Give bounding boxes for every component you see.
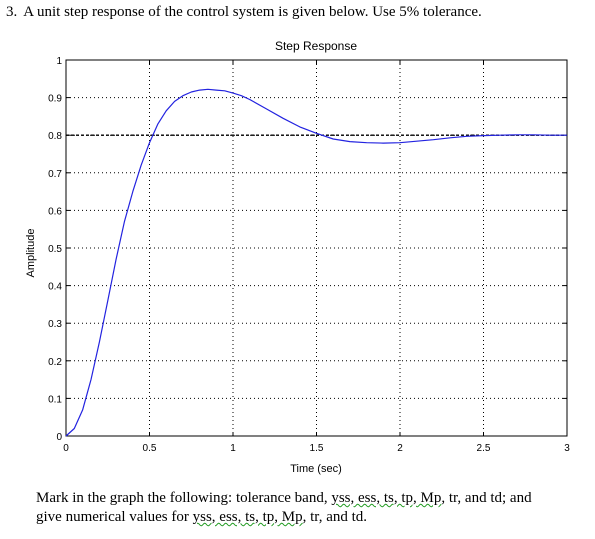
instructions-line-2: give numerical values for yss, ess, ts, …: [36, 508, 581, 527]
question-body: A unit step response of the control syst…: [23, 4, 482, 20]
x-tick-label: 2: [397, 443, 403, 454]
instructions-line-2-start: give numerical values for: [36, 509, 193, 525]
instructions-line-1-end: , tr, and td; and: [441, 490, 532, 506]
x-axis-label: Time (sec): [290, 463, 342, 475]
y-tick-label: 0.3: [48, 319, 62, 330]
x-tick-label: 2.5: [477, 443, 491, 454]
x-tick-label: 1.5: [310, 443, 324, 454]
y-tick-label: 0.6: [48, 206, 62, 217]
step-response-chart: Step Response Time (sec) Amplitude 0 0.5 1…: [25, 39, 570, 475]
y-tick-label: 0.5: [48, 244, 62, 255]
x-tick-label: 1: [230, 443, 236, 454]
series-layer: [65, 88, 567, 437]
instructions-line-2-terms: yss, ess, ts, tp, Mp: [192, 509, 303, 525]
instructions-line-1-start: Mark in the graph the following: toleran…: [36, 490, 332, 506]
y-axis-label: Amplitude: [25, 229, 37, 278]
y-tick-label: 0.4: [48, 282, 62, 293]
y-tick-label: 0.1: [48, 394, 62, 405]
y-tick-label: 0.9: [48, 94, 62, 105]
question-number: 3.: [6, 4, 18, 20]
y-tick-label: 0: [56, 432, 62, 443]
instructions-text: Mark in the graph the following: toleran…: [36, 489, 581, 527]
chart-title: Step Response: [275, 39, 357, 53]
question-text: 3. A unit step response of the control sy…: [6, 4, 586, 21]
x-tick-label: 3: [564, 443, 570, 454]
instructions-line-1: Mark in the graph the following: toleran…: [36, 489, 581, 508]
x-tick-label: 0: [63, 443, 69, 454]
step-response-line: [65, 88, 567, 437]
x-tick-label: 0.5: [143, 443, 157, 454]
y-tick-label: 0.8: [48, 131, 62, 142]
grid-lines: [66, 60, 567, 436]
y-tick-label: 0.2: [48, 357, 62, 368]
y-tick-label: 0.7: [48, 169, 62, 180]
axis-ticks: 0 0.5 1 1.5 2 2.5 3 0 0.1 0.2 0.3 0.4 0.5 0.6 0.7 0.8 0.…: [48, 56, 570, 454]
instructions-line-1-terms: yss, ess, ts, tp, Mp: [331, 490, 442, 506]
y-tick-label: 1: [56, 56, 62, 67]
instructions-line-2-end: , tr, and td.: [302, 509, 368, 525]
